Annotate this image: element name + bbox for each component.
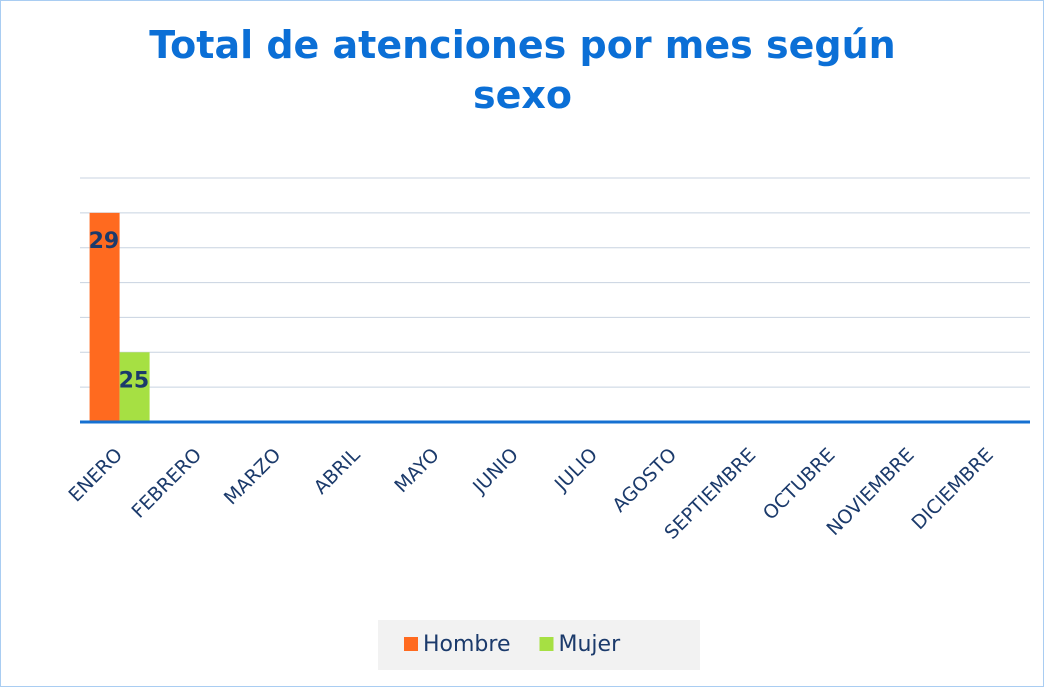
- legend-swatch: [539, 637, 554, 651]
- bar: [119, 352, 150, 422]
- bar: [89, 212, 120, 422]
- legend-label: Mujer: [559, 632, 622, 657]
- legend-box: [378, 620, 700, 670]
- legend-swatch: [404, 637, 418, 651]
- title-box: Total de atenciones por mes según sexo: [149, 23, 896, 117]
- data-label: 25: [119, 368, 150, 393]
- chart-title: Total de atenciones por mes según sexo: [149, 23, 896, 117]
- legend-label: Hombre: [423, 632, 511, 657]
- data-label: 29: [89, 229, 120, 254]
